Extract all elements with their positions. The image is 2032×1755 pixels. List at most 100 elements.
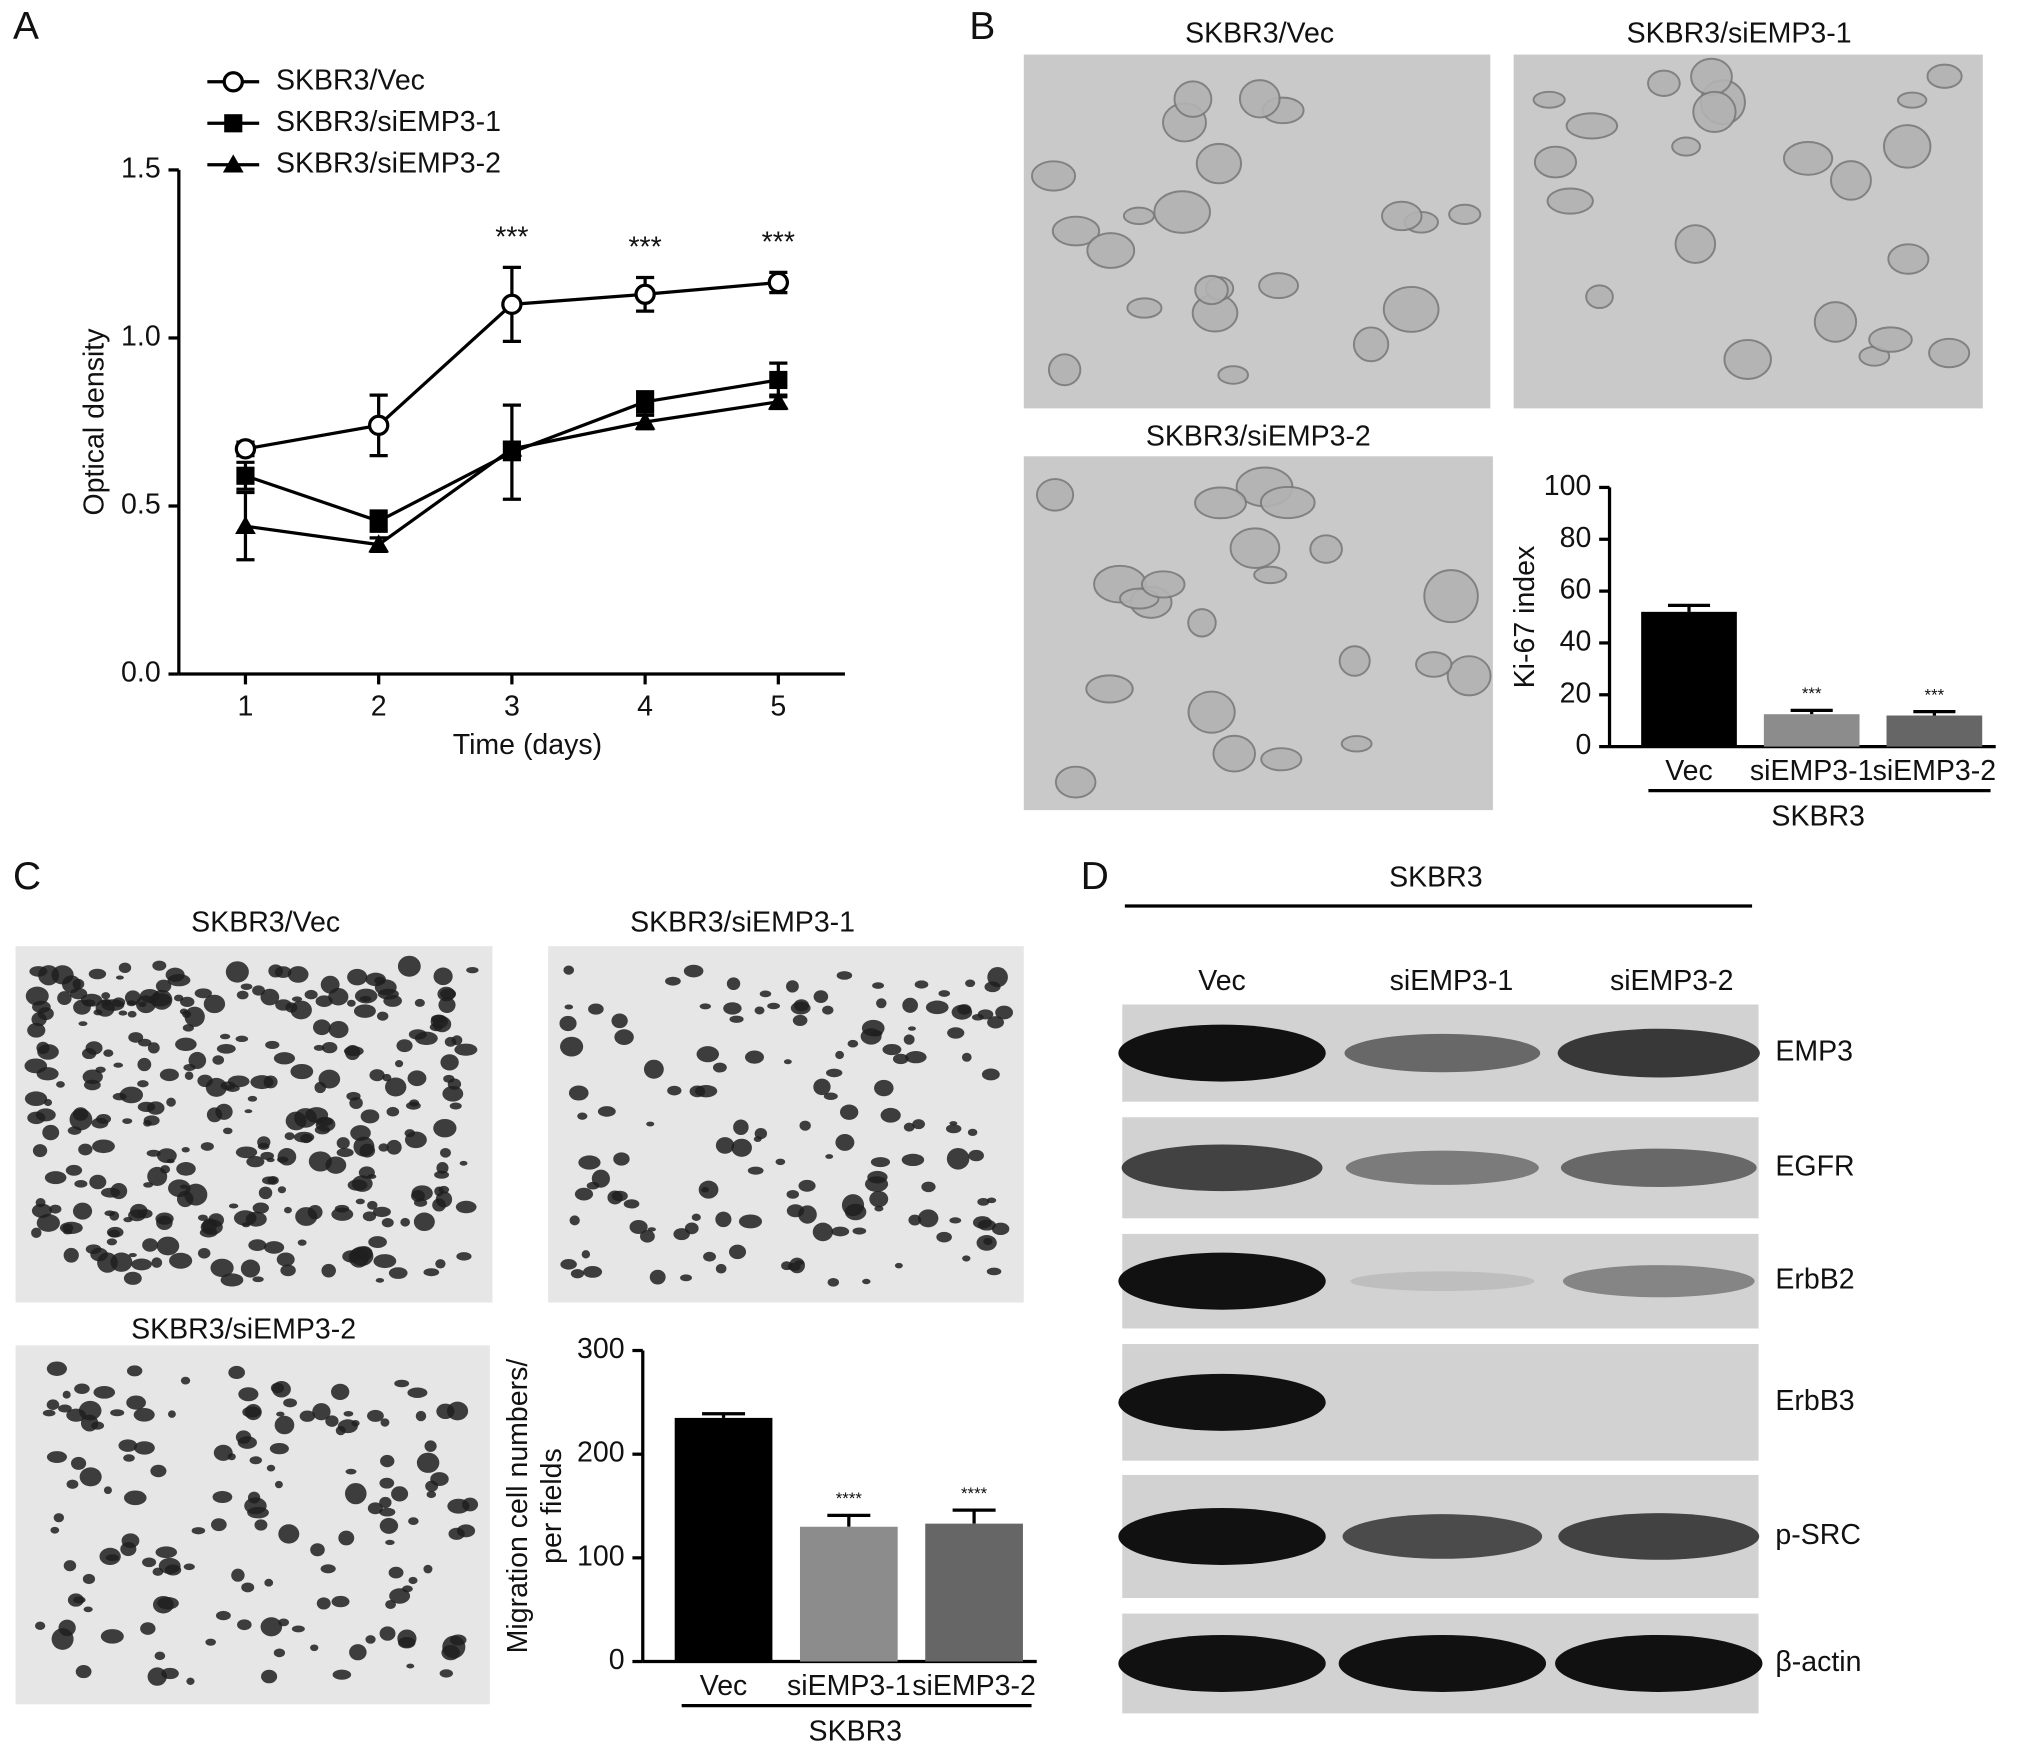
cell	[424, 1440, 437, 1452]
cell	[880, 1107, 901, 1123]
cell	[947, 1027, 965, 1039]
lane-label: siEMP3-2	[1610, 965, 1734, 997]
significance: ***	[1925, 686, 1945, 705]
cell	[1194, 274, 1229, 306]
cell	[123, 1454, 135, 1462]
cell	[1546, 187, 1594, 215]
cell	[122, 1118, 133, 1124]
cell	[321, 1263, 336, 1278]
marker	[234, 438, 257, 460]
cell	[570, 1268, 585, 1279]
cell	[315, 995, 333, 1007]
cell	[372, 1206, 391, 1218]
cell	[396, 1039, 413, 1053]
y-axis-label: Ki-67 index	[1509, 546, 1541, 689]
cell	[367, 1200, 378, 1210]
cell	[1532, 90, 1566, 109]
cell	[231, 1568, 245, 1582]
cell	[164, 1564, 182, 1576]
cell	[273, 1052, 296, 1065]
x-axis-label: Time (days)	[453, 729, 602, 761]
cell	[448, 1527, 465, 1540]
x-tick-label: Vec	[1665, 755, 1713, 787]
cell	[241, 1582, 255, 1593]
micrograph-title: SKBR3/Vec	[191, 907, 340, 939]
y-axis-label: Migration cell numbers/	[502, 1359, 534, 1654]
cell	[186, 1677, 195, 1685]
cell	[436, 1162, 449, 1174]
cell	[119, 1086, 144, 1104]
cell	[280, 1264, 296, 1277]
cell	[665, 976, 681, 986]
cell	[831, 1226, 850, 1237]
bar	[674, 1417, 773, 1662]
cell	[379, 1626, 396, 1641]
cell	[78, 1021, 88, 1027]
x-tick-label: siEMP3-2	[1873, 755, 1997, 787]
cell	[689, 1085, 706, 1098]
x-tick-label: siEMP3-1	[787, 1670, 911, 1702]
cell	[406, 1663, 415, 1669]
cell	[72, 978, 85, 990]
cell	[1259, 485, 1316, 520]
cell	[949, 1217, 962, 1224]
cell	[176, 1162, 196, 1176]
cell	[1253, 565, 1288, 585]
cell	[368, 1236, 387, 1249]
cell	[126, 1000, 137, 1007]
cell	[1381, 200, 1423, 232]
cell	[379, 1477, 395, 1489]
cell	[50, 1526, 60, 1534]
error-bar	[1913, 710, 1956, 716]
cell	[66, 1408, 86, 1422]
cell	[376, 1011, 389, 1021]
cell	[227, 1075, 250, 1088]
panel-label: C	[13, 855, 41, 898]
cell	[191, 1527, 206, 1535]
cell	[902, 997, 918, 1013]
cell	[377, 988, 399, 1000]
cell	[454, 1043, 478, 1056]
cell	[385, 1599, 396, 1610]
cell	[835, 1133, 855, 1151]
cell	[852, 1227, 867, 1235]
cell	[1085, 674, 1134, 704]
x-tick-label: siEMP3-1	[1750, 755, 1874, 787]
cell	[151, 1257, 163, 1268]
cell	[1928, 337, 1971, 369]
cell	[100, 1187, 121, 1198]
cell	[180, 1376, 191, 1385]
cell	[212, 1490, 233, 1504]
cell	[246, 1156, 265, 1168]
cell	[176, 1190, 194, 1208]
cell	[1782, 141, 1834, 176]
cell	[894, 1262, 903, 1269]
blot-band	[1118, 1634, 1326, 1692]
cell	[235, 1146, 258, 1159]
cell	[183, 1563, 195, 1571]
cell	[65, 1164, 83, 1176]
cell	[62, 1390, 71, 1399]
cell	[103, 1486, 112, 1495]
cell	[738, 1214, 763, 1229]
cell	[731, 1138, 752, 1157]
cell	[126, 1365, 143, 1377]
cell	[276, 1252, 295, 1267]
cell	[1671, 136, 1702, 157]
cell	[266, 1157, 275, 1163]
cell	[104, 1210, 116, 1217]
cell	[343, 1410, 354, 1417]
cell	[574, 1187, 594, 1201]
blot-band	[1350, 1271, 1535, 1292]
cell	[73, 1596, 86, 1604]
cell	[367, 1409, 384, 1422]
cell	[299, 1410, 316, 1422]
y-tick-label: 300	[577, 1333, 625, 1365]
cell	[715, 1263, 727, 1274]
cell	[1126, 297, 1163, 319]
cell	[961, 1052, 972, 1062]
cell	[160, 1165, 171, 1174]
cell	[1187, 608, 1217, 638]
y-tick-label: 80	[1560, 522, 1592, 554]
micrograph	[1023, 456, 1493, 811]
